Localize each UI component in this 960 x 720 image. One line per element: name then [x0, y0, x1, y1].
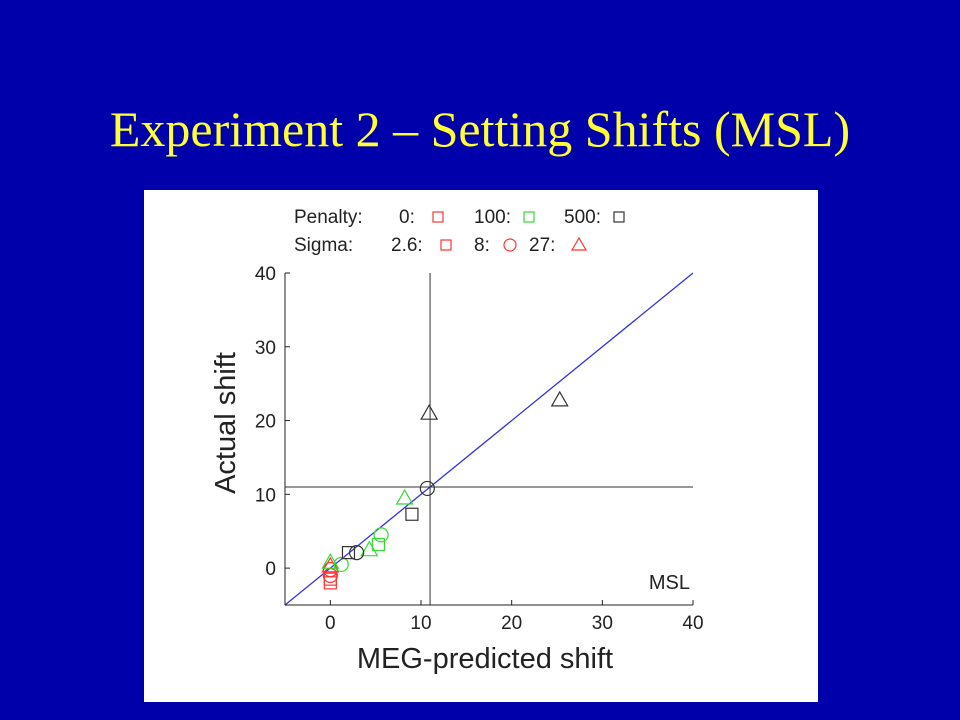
data-point	[349, 545, 365, 561]
axes: 0 10 20 30 40 0 10 20 30 40	[255, 264, 704, 634]
figure-panel: 0 10 20 30 40 0 10 20 30 40 Penalty: 0: 100: 500: Sig…	[144, 190, 818, 702]
legend-sigma-swatch	[440, 239, 452, 251]
x-tick-label: 20	[501, 613, 522, 634]
data-point	[333, 556, 349, 573]
y-tick-label: 40	[255, 264, 276, 285]
legend: Penalty: 0: 100: 500: Sigma: 2.6: 8: 27:	[294, 207, 625, 256]
legend-sigma-2-6: 2.6:	[391, 235, 423, 256]
x-tick-label: 0	[325, 613, 336, 634]
data-points	[321, 390, 569, 590]
legend-sigma-swatch	[503, 238, 517, 252]
legend-penalty-swatch	[613, 211, 625, 223]
identity-line	[284, 272, 694, 606]
y-tick-label: 30	[255, 338, 276, 359]
data-point	[395, 488, 414, 505]
data-point	[322, 561, 338, 578]
data-point	[322, 567, 338, 584]
data-point	[373, 527, 389, 543]
legend-penalty-500: 500:	[564, 207, 601, 228]
plot-annotation: MSL	[649, 572, 690, 594]
y-tick-label: 10	[255, 485, 276, 506]
legend-penalty-label: Penalty:	[294, 207, 363, 228]
x-tick-label: 40	[682, 613, 703, 634]
data-point	[360, 540, 379, 557]
x-tick-label: 10	[410, 613, 431, 634]
y-tick-label: 0	[265, 559, 276, 580]
legend-penalty-swatch	[432, 211, 444, 223]
slide-title: Experiment 2 – Setting Shifts (MSL)	[109, 101, 851, 157]
data-point	[405, 507, 419, 521]
y-axis-label: Actual shift	[210, 352, 242, 494]
legend-sigma-27: 27:	[529, 235, 555, 256]
data-point	[341, 546, 356, 560]
scatter-chart: 0 10 20 30 40 0 10 20 30 40 Penalty: 0: 100: 500: Sig…	[210, 207, 704, 675]
legend-penalty-100: 100:	[474, 207, 511, 228]
data-point	[371, 537, 385, 552]
data-point	[419, 480, 435, 497]
reference-lines	[284, 272, 694, 606]
legend-sigma-swatch	[570, 236, 588, 251]
x-tick-label: 30	[592, 613, 613, 634]
legend-penalty-0: 0:	[399, 207, 415, 228]
x-axis-label: MEG-predicted shift	[357, 643, 613, 675]
legend-sigma-label: Sigma:	[294, 235, 353, 256]
data-point	[550, 390, 569, 407]
y-tick-label: 20	[255, 412, 276, 433]
legend-penalty-swatch	[523, 211, 535, 223]
data-point	[420, 403, 439, 420]
legend-sigma-8: 8:	[474, 235, 490, 256]
